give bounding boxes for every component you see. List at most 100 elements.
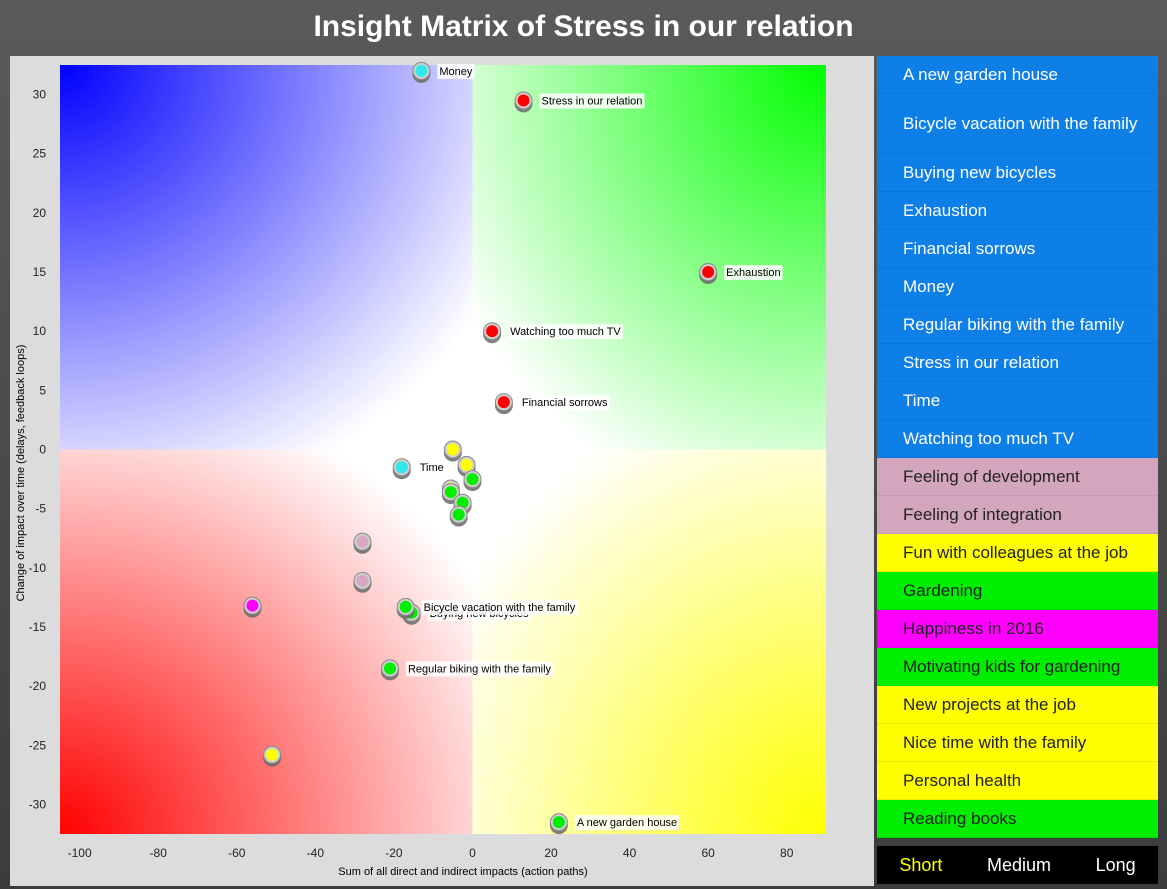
- factor-item[interactable]: Exhaustion: [877, 192, 1158, 230]
- x-tick-label: -20: [385, 846, 403, 860]
- tab-long[interactable]: Long: [1095, 854, 1136, 875]
- x-axis-title: Sum of all direct and indirect impacts (…: [338, 866, 587, 878]
- y-tick-label: -20: [29, 679, 47, 693]
- x-tick-label: -100: [68, 846, 92, 860]
- point-marker: [552, 816, 565, 829]
- data-point[interactable]: [441, 483, 460, 505]
- factor-item[interactable]: Gardening: [877, 572, 1158, 610]
- factor-item[interactable]: New projects at the job: [877, 686, 1158, 724]
- factor-item[interactable]: Reading books: [877, 800, 1158, 838]
- point-label-bg: [574, 815, 680, 831]
- factor-item[interactable]: Feeling of integration: [877, 496, 1158, 534]
- factor-item[interactable]: Bicycle vacation with the family: [877, 94, 1158, 154]
- point-label-bg: [724, 265, 783, 281]
- y-tick-label: -5: [35, 502, 46, 516]
- y-tick-label: 15: [33, 265, 47, 279]
- x-tick-label: 40: [623, 846, 637, 860]
- factor-item[interactable]: Fun with colleagues at the job: [877, 534, 1158, 572]
- data-point[interactable]: Money: [412, 61, 475, 83]
- factor-item[interactable]: Watching too much TV: [877, 420, 1158, 458]
- chart-svg: 30 25 20 15 10 5 0 -5 -10 -15 -20 -25 -30 -100 -80 -60…: [15, 61, 826, 878]
- y-tick-label: 20: [33, 206, 47, 220]
- data-point[interactable]: [443, 440, 462, 462]
- point-marker: [356, 535, 369, 548]
- y-tick-label: 25: [33, 147, 47, 161]
- point-marker: [497, 396, 510, 409]
- y-tick-label: -15: [29, 620, 47, 634]
- point-label-bg: [421, 599, 578, 615]
- factor-item[interactable]: Happiness in 2016: [877, 610, 1158, 648]
- page-title: Insight Matrix of Stress in our relation: [313, 10, 854, 43]
- factor-item[interactable]: A new garden house: [877, 56, 1158, 94]
- point-label: Stress in our relation: [542, 95, 643, 107]
- quadrant-bottom-left: [60, 449, 473, 834]
- point-marker: [444, 486, 457, 499]
- y-tick-label: 10: [33, 324, 47, 338]
- quadrant-top-left: [60, 65, 473, 450]
- data-point[interactable]: Exhaustion: [699, 263, 783, 285]
- tab-short[interactable]: Short: [899, 854, 943, 875]
- point-marker: [395, 461, 408, 474]
- point-label-bg: [519, 395, 610, 411]
- point-label-bg: [437, 63, 475, 79]
- data-point[interactable]: [353, 571, 372, 593]
- point-label: Financial sorrows: [522, 397, 608, 409]
- factor-item[interactable]: Stress in our relation: [877, 344, 1158, 382]
- y-tick-label: 30: [33, 88, 47, 102]
- x-tick-label: 60: [701, 846, 715, 860]
- data-point[interactable]: [449, 505, 468, 527]
- point-marker: [452, 508, 465, 521]
- tab-medium[interactable]: Medium: [986, 854, 1051, 875]
- time-horizon-tabs: Short Medium Long: [877, 846, 1158, 884]
- data-point[interactable]: Financial sorrows: [494, 393, 610, 415]
- y-tick-label: -25: [29, 738, 47, 752]
- point-marker: [517, 94, 530, 107]
- factor-item[interactable]: Nice time with the family: [877, 724, 1158, 762]
- point-label: Watching too much TV: [510, 326, 621, 338]
- point-label: Bicycle vacation with the family: [424, 602, 576, 614]
- point-marker: [466, 473, 479, 486]
- x-tick-label: -80: [150, 846, 168, 860]
- factor-item[interactable]: Financial sorrows: [877, 230, 1158, 268]
- quadrant-bottom-right: [472, 449, 826, 834]
- point-marker: [460, 458, 473, 471]
- data-point[interactable]: [263, 745, 282, 767]
- data-point[interactable]: [243, 596, 262, 618]
- data-point[interactable]: Time: [392, 458, 446, 480]
- x-tick-label: 20: [544, 846, 558, 860]
- insight-matrix-chart: 30 25 20 15 10 5 0 -5 -10 -15 -20 -25 -30 -100 -80 -60…: [10, 56, 874, 886]
- factor-item[interactable]: Feeling of development: [877, 458, 1158, 496]
- factor-item[interactable]: Regular biking with the family: [877, 306, 1158, 344]
- y-axis-title: Change of impact over time (delays, feed…: [15, 345, 27, 602]
- x-tick-label: -40: [307, 846, 325, 860]
- point-marker: [266, 748, 279, 761]
- y-tick-label: -10: [29, 561, 47, 575]
- point-marker: [702, 266, 715, 279]
- factor-item[interactable]: Money: [877, 268, 1158, 306]
- factor-item[interactable]: Motivating kids for gardening: [877, 648, 1158, 686]
- data-point[interactable]: A new garden house: [549, 813, 680, 835]
- factor-item[interactable]: Buying new bicycles: [877, 154, 1158, 192]
- data-point[interactable]: Bicycle vacation with the family: [396, 597, 578, 619]
- point-marker: [446, 443, 459, 456]
- factor-list: A new garden house Bicycle vacation with …: [877, 56, 1158, 846]
- data-point[interactable]: [353, 532, 372, 554]
- point-label: Regular biking with the family: [408, 663, 552, 675]
- quadrant-top-right: [472, 65, 826, 450]
- data-point[interactable]: Stress in our relation: [514, 91, 645, 113]
- x-tick-label: 80: [780, 846, 794, 860]
- data-point[interactable]: Regular biking with the family: [380, 659, 554, 681]
- point-label: Exhaustion: [726, 267, 780, 279]
- point-marker: [246, 599, 259, 612]
- data-point[interactable]: [463, 470, 482, 492]
- data-point[interactable]: Watching too much TV: [483, 322, 623, 344]
- point-label: A new garden house: [577, 817, 677, 829]
- y-tick-label: -30: [29, 797, 47, 811]
- factor-item[interactable]: Time: [877, 382, 1158, 420]
- factor-item[interactable]: Personal health: [877, 762, 1158, 800]
- point-label-bg: [405, 661, 554, 677]
- point-marker: [399, 600, 412, 613]
- x-tick-label: 0: [469, 846, 476, 860]
- point-label: Time: [420, 462, 444, 474]
- point-marker: [356, 574, 369, 587]
